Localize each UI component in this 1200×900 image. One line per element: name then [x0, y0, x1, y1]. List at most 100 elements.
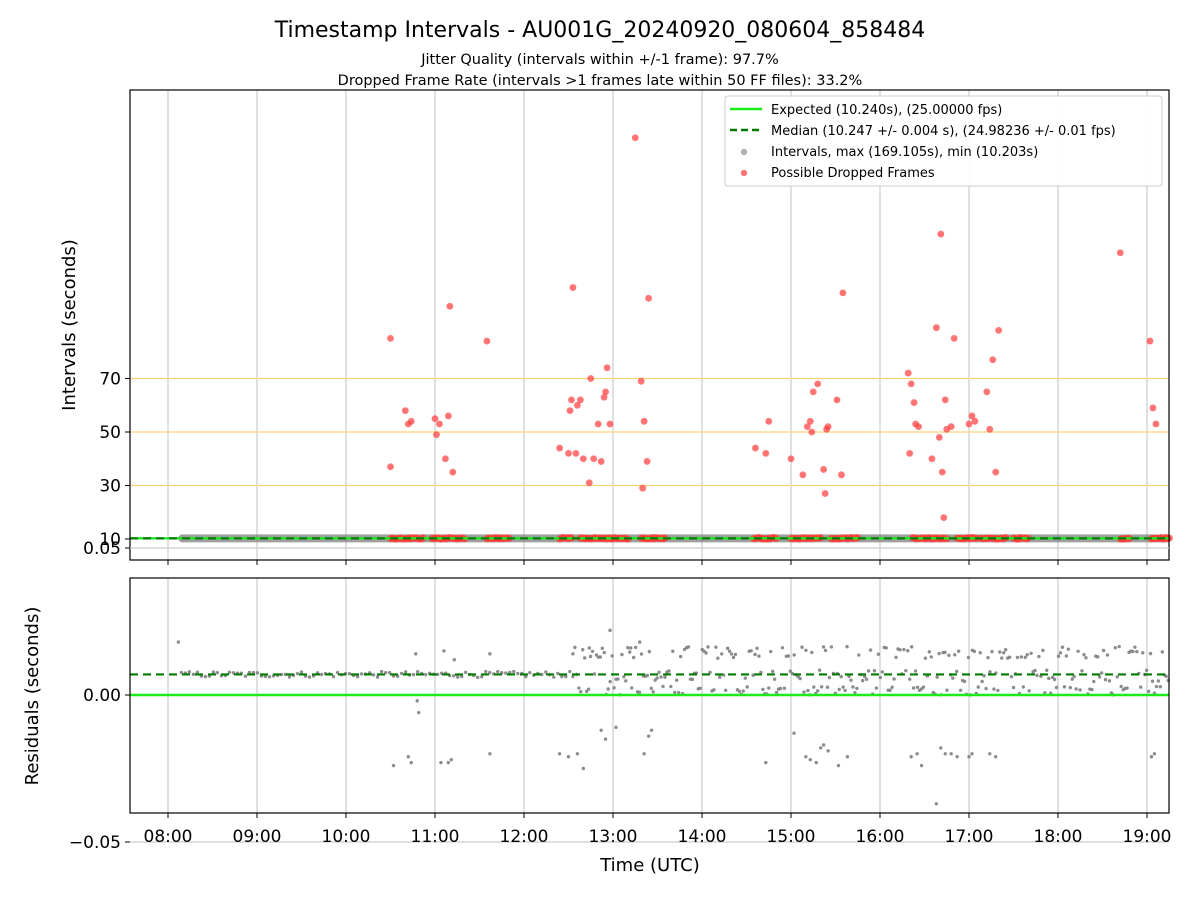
residual-point-428 — [638, 640, 642, 644]
residual-point-55 — [399, 671, 404, 676]
residual-point-270 — [908, 677, 912, 681]
residual-points — [176, 628, 1170, 806]
residual-point-410 — [439, 760, 443, 765]
residual-point-220 — [810, 650, 814, 655]
residual-point-293 — [953, 653, 957, 657]
residual-point-35 — [319, 672, 324, 677]
residual-point-377 — [1117, 644, 1121, 649]
residuals-y-tick-label-1: 0.00 — [83, 686, 121, 706]
dropped-point-43 — [806, 417, 814, 425]
residual-point-386 — [1135, 649, 1139, 654]
residual-point-452 — [988, 752, 992, 756]
residual-point-281 — [929, 655, 933, 659]
intervals-plot-frame — [129, 89, 1170, 561]
residual-point-125 — [624, 679, 628, 683]
residual-point-440 — [836, 763, 841, 768]
residual-point-48 — [371, 673, 376, 677]
residual-point-83 — [512, 669, 516, 674]
residual-point-344 — [1052, 677, 1057, 682]
dropped-point-62 — [935, 433, 943, 441]
residual-point-38 — [331, 674, 336, 679]
residual-point-69 — [455, 675, 460, 679]
residual-point-399 — [1160, 650, 1165, 654]
residual-point-76 — [484, 669, 488, 674]
residual-point-42 — [347, 671, 352, 676]
residual-point-250 — [868, 648, 873, 652]
residual-point-199 — [769, 649, 773, 654]
residual-point-345 — [1054, 685, 1059, 690]
residual-point-109 — [592, 672, 597, 676]
residual-point-369 — [1101, 648, 1106, 653]
residual-point-70 — [460, 674, 464, 679]
residual-point-448 — [949, 752, 953, 756]
intervals-y-tick-label-30: 30 — [99, 477, 121, 497]
residual-point-249 — [866, 669, 871, 673]
residual-point-444 — [919, 763, 924, 768]
residual-point-372 — [1107, 679, 1112, 683]
residual-point-117 — [608, 679, 612, 684]
residual-point-191 — [753, 652, 757, 657]
dropped-point-45 — [809, 388, 817, 396]
legend-box — [724, 95, 1163, 187]
dropped-point-46 — [814, 380, 822, 388]
residual-point-153 — [678, 654, 683, 659]
intervals-y-tick-label-70: 70 — [99, 370, 121, 390]
dropped-point-56 — [907, 380, 915, 388]
residual-point-195 — [761, 687, 765, 692]
residual-point-292 — [951, 676, 955, 680]
dropped-point-81 — [1152, 420, 1160, 428]
dropped-point-79 — [1146, 337, 1154, 345]
residual-point-30 — [299, 670, 304, 674]
residual-point-436 — [814, 760, 818, 765]
residual-point-418 — [566, 755, 571, 759]
dropped-point-25 — [594, 420, 602, 428]
dropped-point-36 — [645, 294, 652, 302]
residual-point-434 — [804, 755, 808, 759]
residual-point-401 — [1164, 674, 1168, 679]
intervals-grid — [167, 90, 1148, 560]
residual-point-388 — [1139, 685, 1143, 689]
residual-point-159 — [690, 677, 695, 682]
residual-point-124 — [622, 675, 626, 679]
dropped-point-77 — [995, 326, 1003, 334]
residual-point-102 — [579, 689, 583, 694]
residual-point-179 — [729, 652, 734, 656]
residual-point-49 — [375, 675, 380, 679]
residual-point-288 — [943, 650, 947, 655]
residual-point-254 — [876, 652, 881, 656]
residual-point-447 — [943, 752, 947, 756]
residual-point-56 — [403, 670, 408, 674]
residual-point-103 — [581, 648, 585, 652]
dropped-point-34 — [640, 417, 648, 425]
residual-point-398 — [1158, 685, 1163, 689]
residual-point-208 — [786, 654, 791, 658]
dropped-point-75 — [989, 356, 997, 364]
residual-point-172 — [716, 656, 720, 660]
residual-point-171 — [714, 645, 718, 649]
residual-point-277 — [921, 685, 926, 689]
dropped-point-71 — [968, 412, 976, 420]
dropped-point-66 — [941, 396, 949, 404]
x-tick-label-16:00: 16:00 — [856, 827, 905, 847]
dropped-point-57 — [910, 399, 918, 406]
residual-point-204 — [778, 686, 783, 691]
residual-point-393 — [1148, 651, 1153, 656]
residual-point-68 — [451, 674, 456, 678]
dropped-point-78 — [1116, 249, 1124, 257]
residual-point-347 — [1058, 651, 1063, 655]
dropped-point-32 — [637, 377, 645, 385]
residual-point-435 — [808, 757, 812, 762]
residual-point-331 — [1027, 689, 1031, 693]
dropped-point-80 — [1149, 404, 1157, 412]
residual-point-426 — [614, 725, 618, 730]
residual-point-201 — [772, 677, 777, 681]
chart-subtitle-dropped: Dropped Frame Rate (intervals >1 frames … — [338, 73, 863, 89]
residual-point-44 — [355, 674, 360, 679]
residual-point-94 — [556, 671, 560, 676]
residual-point-214 — [798, 676, 802, 681]
residual-point-198 — [767, 686, 771, 690]
residual-point-346 — [1056, 654, 1061, 658]
residual-point-126 — [626, 645, 630, 650]
residual-point-416 — [488, 752, 492, 756]
residual-point-211 — [792, 653, 796, 657]
